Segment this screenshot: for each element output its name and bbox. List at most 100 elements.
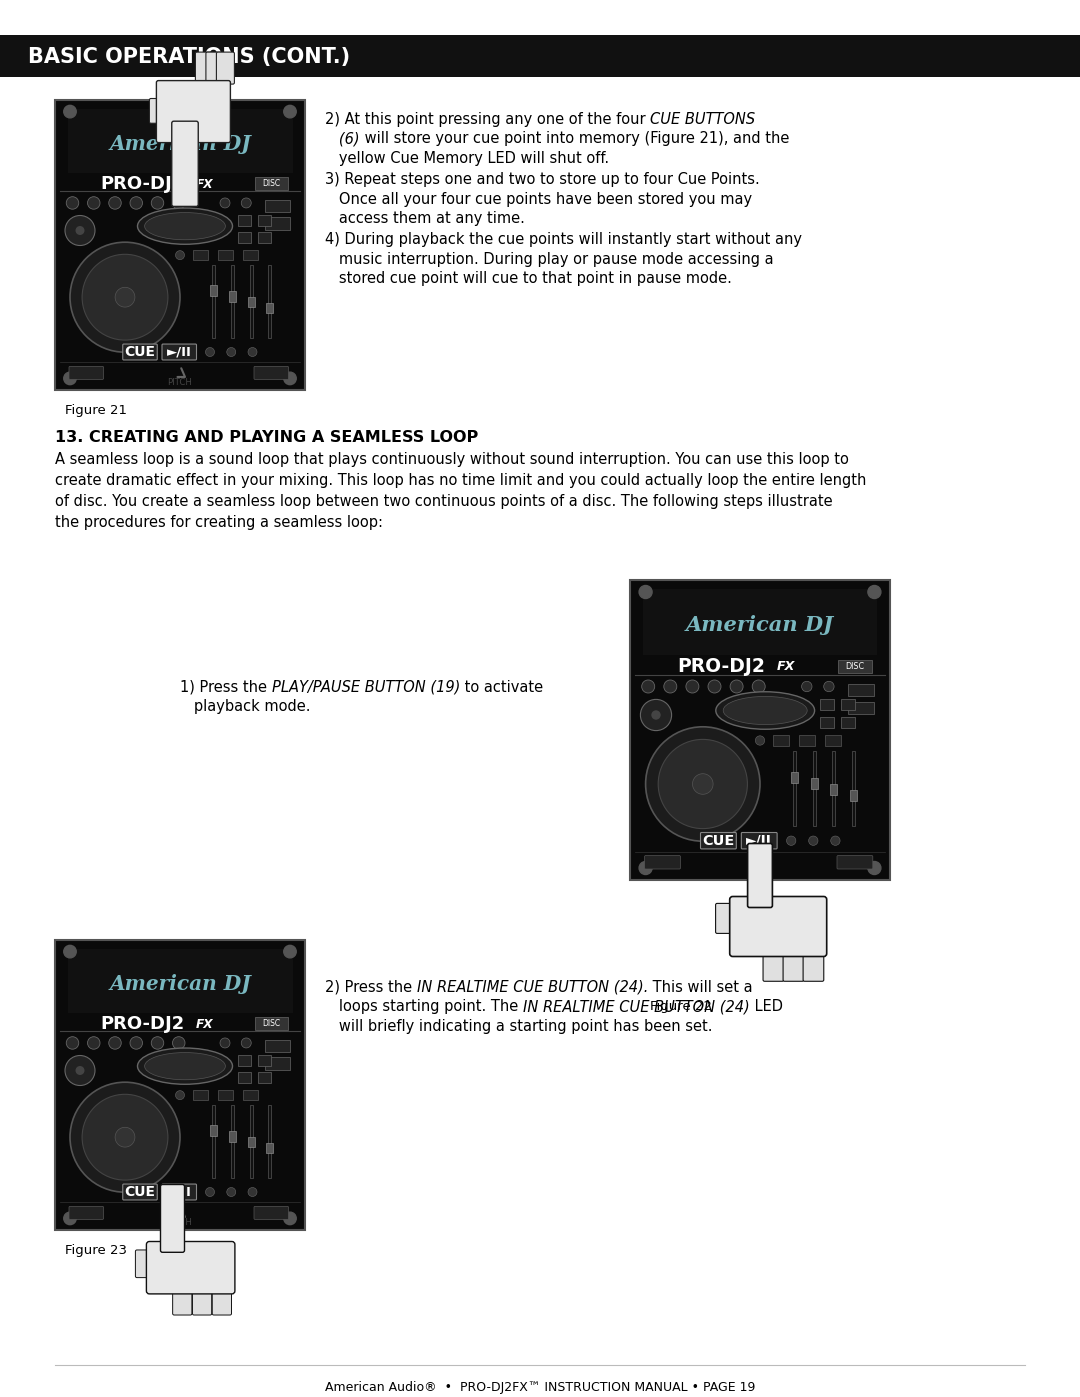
FancyBboxPatch shape (701, 833, 737, 849)
Circle shape (66, 197, 79, 210)
Circle shape (64, 372, 77, 384)
Circle shape (664, 680, 677, 693)
Circle shape (755, 736, 765, 745)
Text: FX: FX (197, 177, 214, 190)
Text: BASIC OPERATIONS (CONT.): BASIC OPERATIONS (CONT.) (28, 47, 350, 67)
FancyBboxPatch shape (69, 1207, 104, 1220)
FancyBboxPatch shape (216, 52, 234, 84)
Bar (55, 101, 305, 390)
Bar (268, 265, 271, 338)
Text: music interruption. During play or pause mode accessing a: music interruption. During play or pause… (325, 251, 773, 267)
Text: LED: LED (750, 999, 783, 1014)
Circle shape (65, 1056, 95, 1085)
FancyBboxPatch shape (645, 855, 680, 869)
Circle shape (151, 1037, 164, 1049)
Text: to activate: to activate (460, 680, 543, 694)
Text: PITCH: PITCH (167, 379, 192, 387)
FancyBboxPatch shape (173, 1280, 192, 1315)
Circle shape (831, 835, 840, 845)
Circle shape (130, 1037, 143, 1049)
Text: FX: FX (197, 1017, 214, 1031)
Circle shape (639, 585, 652, 598)
Text: will briefly indicating a starting point has been set.: will briefly indicating a starting point… (325, 1018, 713, 1034)
Bar (247, 1137, 255, 1147)
Text: loops starting point. The: loops starting point. The (325, 999, 523, 1014)
Bar (265, 200, 291, 212)
Circle shape (658, 739, 747, 828)
Circle shape (868, 585, 881, 598)
Ellipse shape (145, 1052, 226, 1080)
Circle shape (786, 835, 796, 845)
Bar (267, 303, 273, 313)
Bar (840, 698, 855, 710)
Text: 2) Press the: 2) Press the (325, 981, 417, 995)
Circle shape (175, 250, 185, 260)
Bar (55, 940, 305, 1229)
Bar (67, 949, 293, 1013)
Bar (255, 1017, 287, 1030)
Circle shape (642, 680, 654, 693)
Text: A seamless loop is a sound loop that plays continuously without sound interrupti: A seamless loop is a sound loop that pla… (55, 453, 866, 529)
Circle shape (70, 1083, 180, 1192)
FancyBboxPatch shape (195, 52, 214, 84)
FancyBboxPatch shape (716, 904, 740, 933)
Circle shape (87, 1037, 100, 1049)
Bar (255, 177, 287, 190)
Text: IN REALTIME CUE BUTTON (24).: IN REALTIME CUE BUTTON (24). (417, 981, 648, 995)
Bar (849, 701, 875, 714)
Text: CUE: CUE (702, 834, 734, 848)
Circle shape (752, 680, 766, 693)
Circle shape (241, 198, 252, 208)
Circle shape (692, 774, 713, 795)
Text: Figure 21: Figure 21 (65, 404, 127, 416)
Text: American Audio®  •  PRO-DJ2FX™ INSTRUCTION MANUAL • PAGE 19: American Audio® • PRO-DJ2FX™ INSTRUCTION… (325, 1382, 755, 1394)
Text: DISC: DISC (846, 662, 864, 671)
Bar (210, 1126, 217, 1136)
Bar (850, 789, 858, 800)
FancyBboxPatch shape (206, 52, 224, 84)
Circle shape (248, 1187, 257, 1196)
Circle shape (64, 946, 77, 958)
Text: 2) At this point pressing any one of the four: 2) At this point pressing any one of the… (325, 112, 650, 127)
Circle shape (646, 726, 760, 841)
Bar (852, 752, 855, 826)
Circle shape (284, 105, 296, 117)
Ellipse shape (137, 208, 232, 244)
Text: 3) Repeat steps one and two to store up to four Cue Points.: 3) Repeat steps one and two to store up … (325, 172, 759, 187)
Circle shape (173, 197, 185, 210)
Bar (257, 215, 271, 225)
Bar (243, 1090, 257, 1101)
Circle shape (64, 105, 77, 117)
Text: ►/II: ►/II (166, 1186, 191, 1199)
Text: Figure 23: Figure 23 (65, 1243, 127, 1257)
FancyBboxPatch shape (192, 1280, 212, 1315)
Circle shape (121, 250, 130, 260)
Circle shape (148, 250, 157, 260)
Bar (792, 773, 798, 782)
Bar (210, 285, 217, 296)
Text: PLAY/PAUSE BUTTON (19): PLAY/PAUSE BUTTON (19) (272, 680, 460, 694)
Circle shape (708, 680, 721, 693)
Bar (243, 250, 257, 260)
Bar (813, 752, 815, 826)
Bar (192, 1090, 207, 1101)
Circle shape (116, 288, 135, 307)
Bar (67, 109, 293, 172)
FancyBboxPatch shape (741, 833, 778, 849)
Bar (794, 752, 796, 826)
Circle shape (248, 348, 257, 356)
Circle shape (220, 198, 230, 208)
Bar (265, 1058, 291, 1070)
Circle shape (109, 1037, 121, 1049)
Circle shape (70, 242, 180, 352)
Text: 1) Press the: 1) Press the (180, 680, 272, 694)
Ellipse shape (137, 1048, 232, 1084)
Circle shape (727, 736, 737, 745)
Text: American DJ: American DJ (109, 974, 251, 993)
Bar (217, 250, 232, 260)
FancyBboxPatch shape (123, 1185, 158, 1200)
Circle shape (109, 197, 121, 210)
Bar (0, 35, 1080, 77)
Text: DISC: DISC (262, 1018, 281, 1028)
Text: 13. CREATING AND PLAYING A SEAMLESS LOOP: 13. CREATING AND PLAYING A SEAMLESS LOOP (55, 430, 478, 446)
